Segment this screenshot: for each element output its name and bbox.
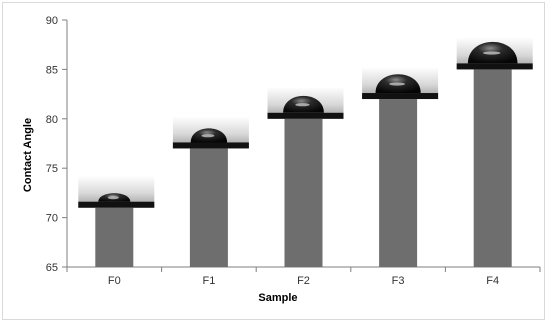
- y-tick-label: 70: [46, 213, 58, 225]
- droplet-inset-substrate: [78, 201, 155, 208]
- y-tick-label: 85: [46, 64, 58, 76]
- x-tick-label: F3: [392, 275, 405, 287]
- droplet-inset-substrate: [172, 142, 249, 149]
- x-tick-label: F1: [202, 275, 215, 287]
- droplet-highlight: [107, 196, 119, 200]
- droplet-highlight: [483, 51, 501, 55]
- bar-f4: [473, 69, 512, 268]
- droplet-inset-substrate: [456, 63, 533, 70]
- bar-f0: [95, 207, 134, 267]
- droplet-highlight: [201, 134, 215, 138]
- x-tick-label: F2: [297, 275, 310, 287]
- y-tick-label: 80: [46, 114, 58, 126]
- y-tick-label: 90: [46, 15, 58, 27]
- y-tick-label: 75: [46, 163, 58, 175]
- x-tick-label: F4: [486, 275, 499, 287]
- bar-f3: [379, 99, 418, 267]
- bar-f1: [189, 148, 228, 267]
- droplet-inset-substrate: [362, 93, 439, 100]
- y-axis-title: Contact Angle: [22, 118, 34, 192]
- droplet-highlight: [389, 82, 406, 86]
- x-axis-title: Sample: [258, 292, 297, 304]
- droplet-highlight: [295, 103, 310, 107]
- x-tick-label: F0: [108, 275, 121, 287]
- bar-f2: [284, 118, 323, 267]
- y-tick-label: 65: [46, 262, 58, 274]
- droplet-inset-substrate: [267, 112, 344, 119]
